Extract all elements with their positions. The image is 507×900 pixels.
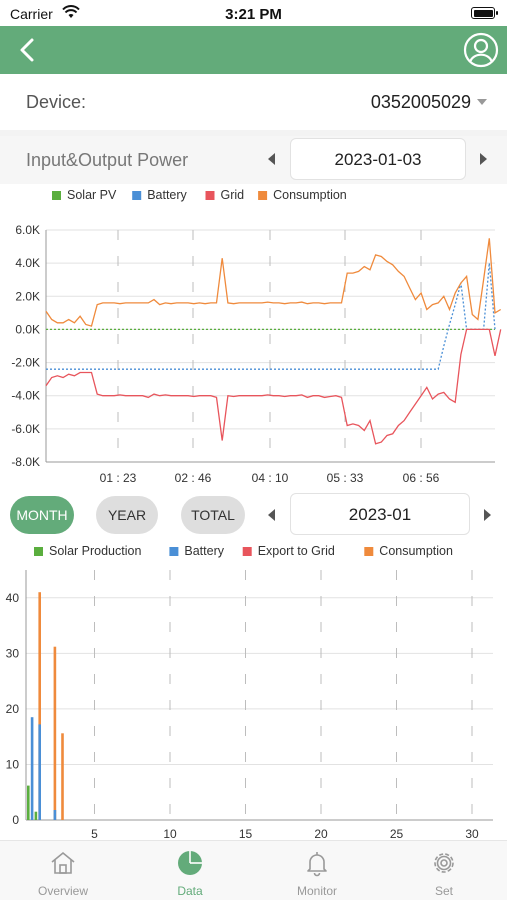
bar-battery — [38, 724, 41, 820]
next-month-icon[interactable] — [484, 509, 491, 521]
tab-overview[interactable]: Overview — [0, 841, 126, 900]
tab-set-label: Set — [434, 884, 453, 898]
next-date-icon[interactable] — [480, 153, 487, 165]
prev-date-icon[interactable] — [268, 153, 275, 165]
tab-data[interactable]: Data — [127, 841, 253, 900]
x-tick-label: 20 — [314, 827, 328, 840]
legend-label: Consumption — [273, 188, 347, 202]
power-date-picker[interactable]: 2023-01-03 — [290, 138, 466, 180]
legend-label: Export to Grid — [258, 544, 335, 558]
legend-swatch — [132, 191, 142, 200]
wifi-icon — [62, 5, 80, 18]
series-line-consumption — [45, 238, 502, 327]
power-line-chart: Solar PV Battery Grid Consumption 6.0K 4.0K 2.… — [0, 184, 507, 490]
y-tick-label: 0.0K — [15, 322, 40, 336]
bar-battery — [53, 810, 57, 820]
tab-set[interactable]: Set — [381, 841, 507, 900]
carrier-label: Carrier — [10, 6, 53, 22]
status-bar: Carrier 3:21 PM — [0, 0, 507, 26]
y-tick-label: 4.0K — [15, 256, 40, 270]
home-icon — [51, 851, 75, 874]
pie-chart-icon — [178, 851, 202, 875]
month-tab[interactable]: MONTH — [10, 496, 74, 534]
x-tick-label: 04 : 10 — [252, 471, 289, 485]
y-tick-label: -8.0K — [11, 455, 40, 469]
power-line-chart-svg: Solar PV Battery Grid Consumption 6.0K 4.0K 2.… — [11, 188, 502, 485]
bar-consumption — [38, 592, 41, 820]
series-line-battery — [46, 263, 496, 370]
legend-label: Consumption — [379, 544, 453, 558]
y-tick-label: 20 — [6, 702, 20, 716]
power-header: Input&Output Power 2023-01-03 — [0, 136, 507, 184]
legend-swatch — [34, 547, 43, 556]
device-selector[interactable]: Device: 0352005029 — [0, 74, 507, 130]
device-id[interactable]: 0352005029 — [370, 92, 471, 112]
dropdown-caret-icon[interactable] — [477, 99, 487, 105]
nav-bar — [0, 26, 507, 74]
y-tick-label: 40 — [6, 591, 20, 605]
back-arrow-icon[interactable] — [14, 36, 42, 64]
y-tick-label: 30 — [6, 646, 20, 660]
y-tick-label: -2.0K — [11, 356, 40, 370]
energy-bar-chart-svg: Solar Production Battery Export to Grid Con… — [6, 544, 493, 841]
tab-overview-label: Overview — [37, 884, 88, 898]
user-profile-icon[interactable] — [463, 32, 499, 68]
legend-swatch — [205, 191, 215, 200]
legend-swatch — [258, 191, 268, 200]
tab-monitor[interactable]: Monitor — [254, 841, 380, 900]
power-title: Input&Output Power — [26, 150, 189, 170]
battery-icon — [471, 7, 498, 19]
x-tick-label: 05 : 33 — [327, 471, 364, 485]
x-tick-label: 25 — [390, 827, 404, 840]
y-tick-label: -4.0K — [11, 389, 40, 403]
x-tick-label: 10 — [163, 827, 177, 840]
device-label: Device: — [26, 92, 87, 112]
month-date-picker[interactable]: 2023-01 — [290, 493, 470, 535]
y-tick-label: -6.0K — [11, 422, 40, 436]
bar-consumption — [61, 733, 64, 820]
x-tick-label: 15 — [239, 827, 253, 840]
tab-bar: Overview Data Monitor Set — [0, 840, 507, 900]
bell-icon — [307, 852, 327, 877]
bar-battery — [30, 717, 34, 820]
x-tick-label: 01 : 23 — [100, 471, 137, 485]
legend-label: Solar PV — [67, 188, 117, 202]
bar-solar-production — [34, 811, 38, 820]
prev-month-icon[interactable] — [268, 509, 275, 521]
x-tick-label: 5 — [91, 827, 98, 840]
x-tick-label: 06 : 56 — [403, 471, 440, 485]
bar-consumption — [53, 646, 57, 820]
clock: 3:21 PM — [225, 6, 282, 23]
y-tick-label: 0 — [12, 813, 19, 827]
period-selector: MONTH YEAR TOTAL 2023-01 — [0, 490, 507, 540]
y-tick-label: 10 — [6, 757, 20, 771]
legend-label: Grid — [221, 188, 245, 202]
legend-swatch — [242, 547, 252, 556]
legend-swatch — [169, 547, 179, 556]
y-tick-label: 6.0K — [15, 223, 40, 237]
legend-label: Battery — [147, 188, 187, 202]
series-line-grid — [45, 328, 502, 445]
year-tab[interactable]: YEAR — [96, 496, 158, 534]
energy-bar-chart: Solar Production Battery Export to Grid Con… — [0, 540, 507, 841]
x-tick-label: 02 : 46 — [175, 471, 212, 485]
total-tab[interactable]: TOTAL — [181, 496, 245, 534]
legend-swatch — [364, 547, 374, 556]
gear-icon — [434, 853, 454, 873]
legend-label: Battery — [184, 544, 224, 558]
tab-monitor-label: Monitor — [296, 884, 337, 898]
tab-data-label: Data — [177, 884, 203, 898]
legend-swatch — [52, 191, 61, 200]
bar-solar-production — [27, 785, 30, 820]
x-tick-label: 30 — [465, 827, 479, 840]
legend-label: Solar Production — [49, 544, 141, 558]
y-tick-label: 2.0K — [15, 289, 40, 303]
